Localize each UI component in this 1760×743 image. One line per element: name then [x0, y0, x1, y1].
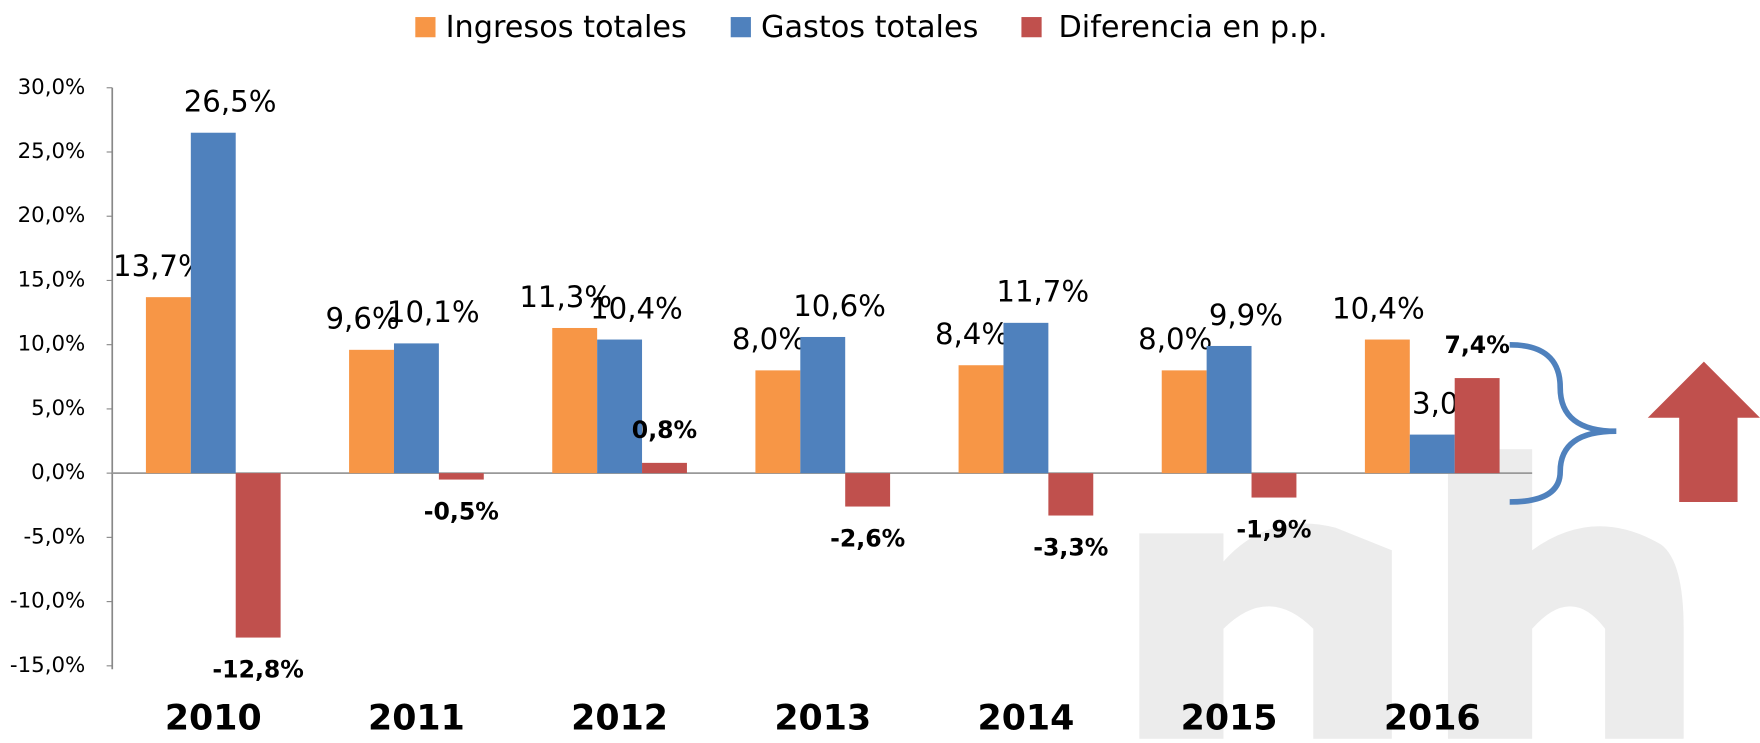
bar	[597, 339, 643, 474]
legend-swatch	[730, 17, 751, 38]
bar	[235, 473, 281, 638]
data-label: 8,4%	[935, 317, 1009, 351]
data-label: 10,4%	[590, 291, 683, 325]
data-label: 7,4%	[1444, 331, 1509, 359]
y-tick-label: 20,0%	[18, 203, 86, 228]
bar	[1161, 370, 1207, 474]
x-tick-label: 2011	[368, 699, 465, 739]
watermark	[1139, 449, 1684, 739]
legend-label: Diferencia en p.p.	[1058, 10, 1327, 45]
legend-label: Ingresos totales	[446, 10, 687, 45]
data-label: 9,6%	[325, 302, 399, 336]
data-label: 9,9%	[1209, 298, 1283, 332]
bar	[1364, 339, 1410, 474]
bar	[755, 370, 801, 474]
legend-label: Gastos totales	[761, 10, 978, 45]
data-label: 8,0%	[732, 322, 806, 356]
data-label: 8,0%	[1138, 322, 1212, 356]
x-tick-label: 2010	[165, 699, 262, 739]
y-tick-label: -5,0%	[23, 524, 85, 549]
bar	[552, 327, 598, 474]
x-tick-label: 2014	[978, 699, 1075, 739]
y-tick-label: -15,0%	[10, 653, 85, 678]
x-tick-label: 2013	[774, 699, 871, 739]
bar	[845, 473, 891, 507]
data-label: -0,5%	[424, 498, 499, 526]
x-tick-label: 2015	[1181, 699, 1278, 739]
legend-swatch	[1021, 17, 1042, 38]
legend-box	[404, 0, 1387, 52]
bar	[1454, 378, 1500, 474]
bar	[1003, 322, 1049, 474]
legend-swatch	[415, 17, 436, 38]
data-label: 26,5%	[184, 85, 277, 119]
bar	[642, 462, 687, 474]
data-label: 11,3%	[519, 280, 612, 314]
data-label: 11,7%	[996, 275, 1089, 309]
data-label: 0,8%	[632, 416, 697, 444]
bar	[1206, 345, 1252, 474]
y-tick-label: 30,0%	[18, 75, 86, 100]
data-label: -3,3%	[1033, 534, 1108, 562]
bar	[393, 343, 439, 474]
bar	[1409, 434, 1455, 474]
data-label: 10,1%	[387, 295, 480, 329]
y-tick-label: 0,0%	[31, 460, 85, 485]
x-tick-label: 2016	[1384, 699, 1481, 739]
data-label: 13,7%	[113, 249, 206, 283]
bar	[190, 132, 236, 474]
bar	[145, 297, 191, 474]
bar	[1048, 473, 1094, 516]
bar	[1251, 473, 1297, 498]
arrow	[1647, 361, 1760, 502]
bar	[958, 365, 1004, 474]
y-tick-label: 5,0%	[31, 396, 85, 421]
brace	[1509, 342, 1617, 505]
data-label: -1,9%	[1236, 516, 1311, 544]
y-tick-label: 25,0%	[18, 139, 86, 164]
bar	[438, 473, 484, 480]
x-tick-label: 2012	[571, 699, 668, 739]
data-label: 10,6%	[793, 289, 886, 323]
data-label: -12,8%	[212, 656, 304, 684]
y-tick-label: 15,0%	[18, 267, 86, 292]
y-tick-label: 10,0%	[18, 332, 86, 357]
data-label: 10,4%	[1332, 291, 1425, 325]
bar	[349, 349, 394, 474]
y-tick-label: -10,0%	[10, 589, 85, 614]
data-label: -2,6%	[830, 525, 905, 553]
bar	[800, 336, 846, 474]
